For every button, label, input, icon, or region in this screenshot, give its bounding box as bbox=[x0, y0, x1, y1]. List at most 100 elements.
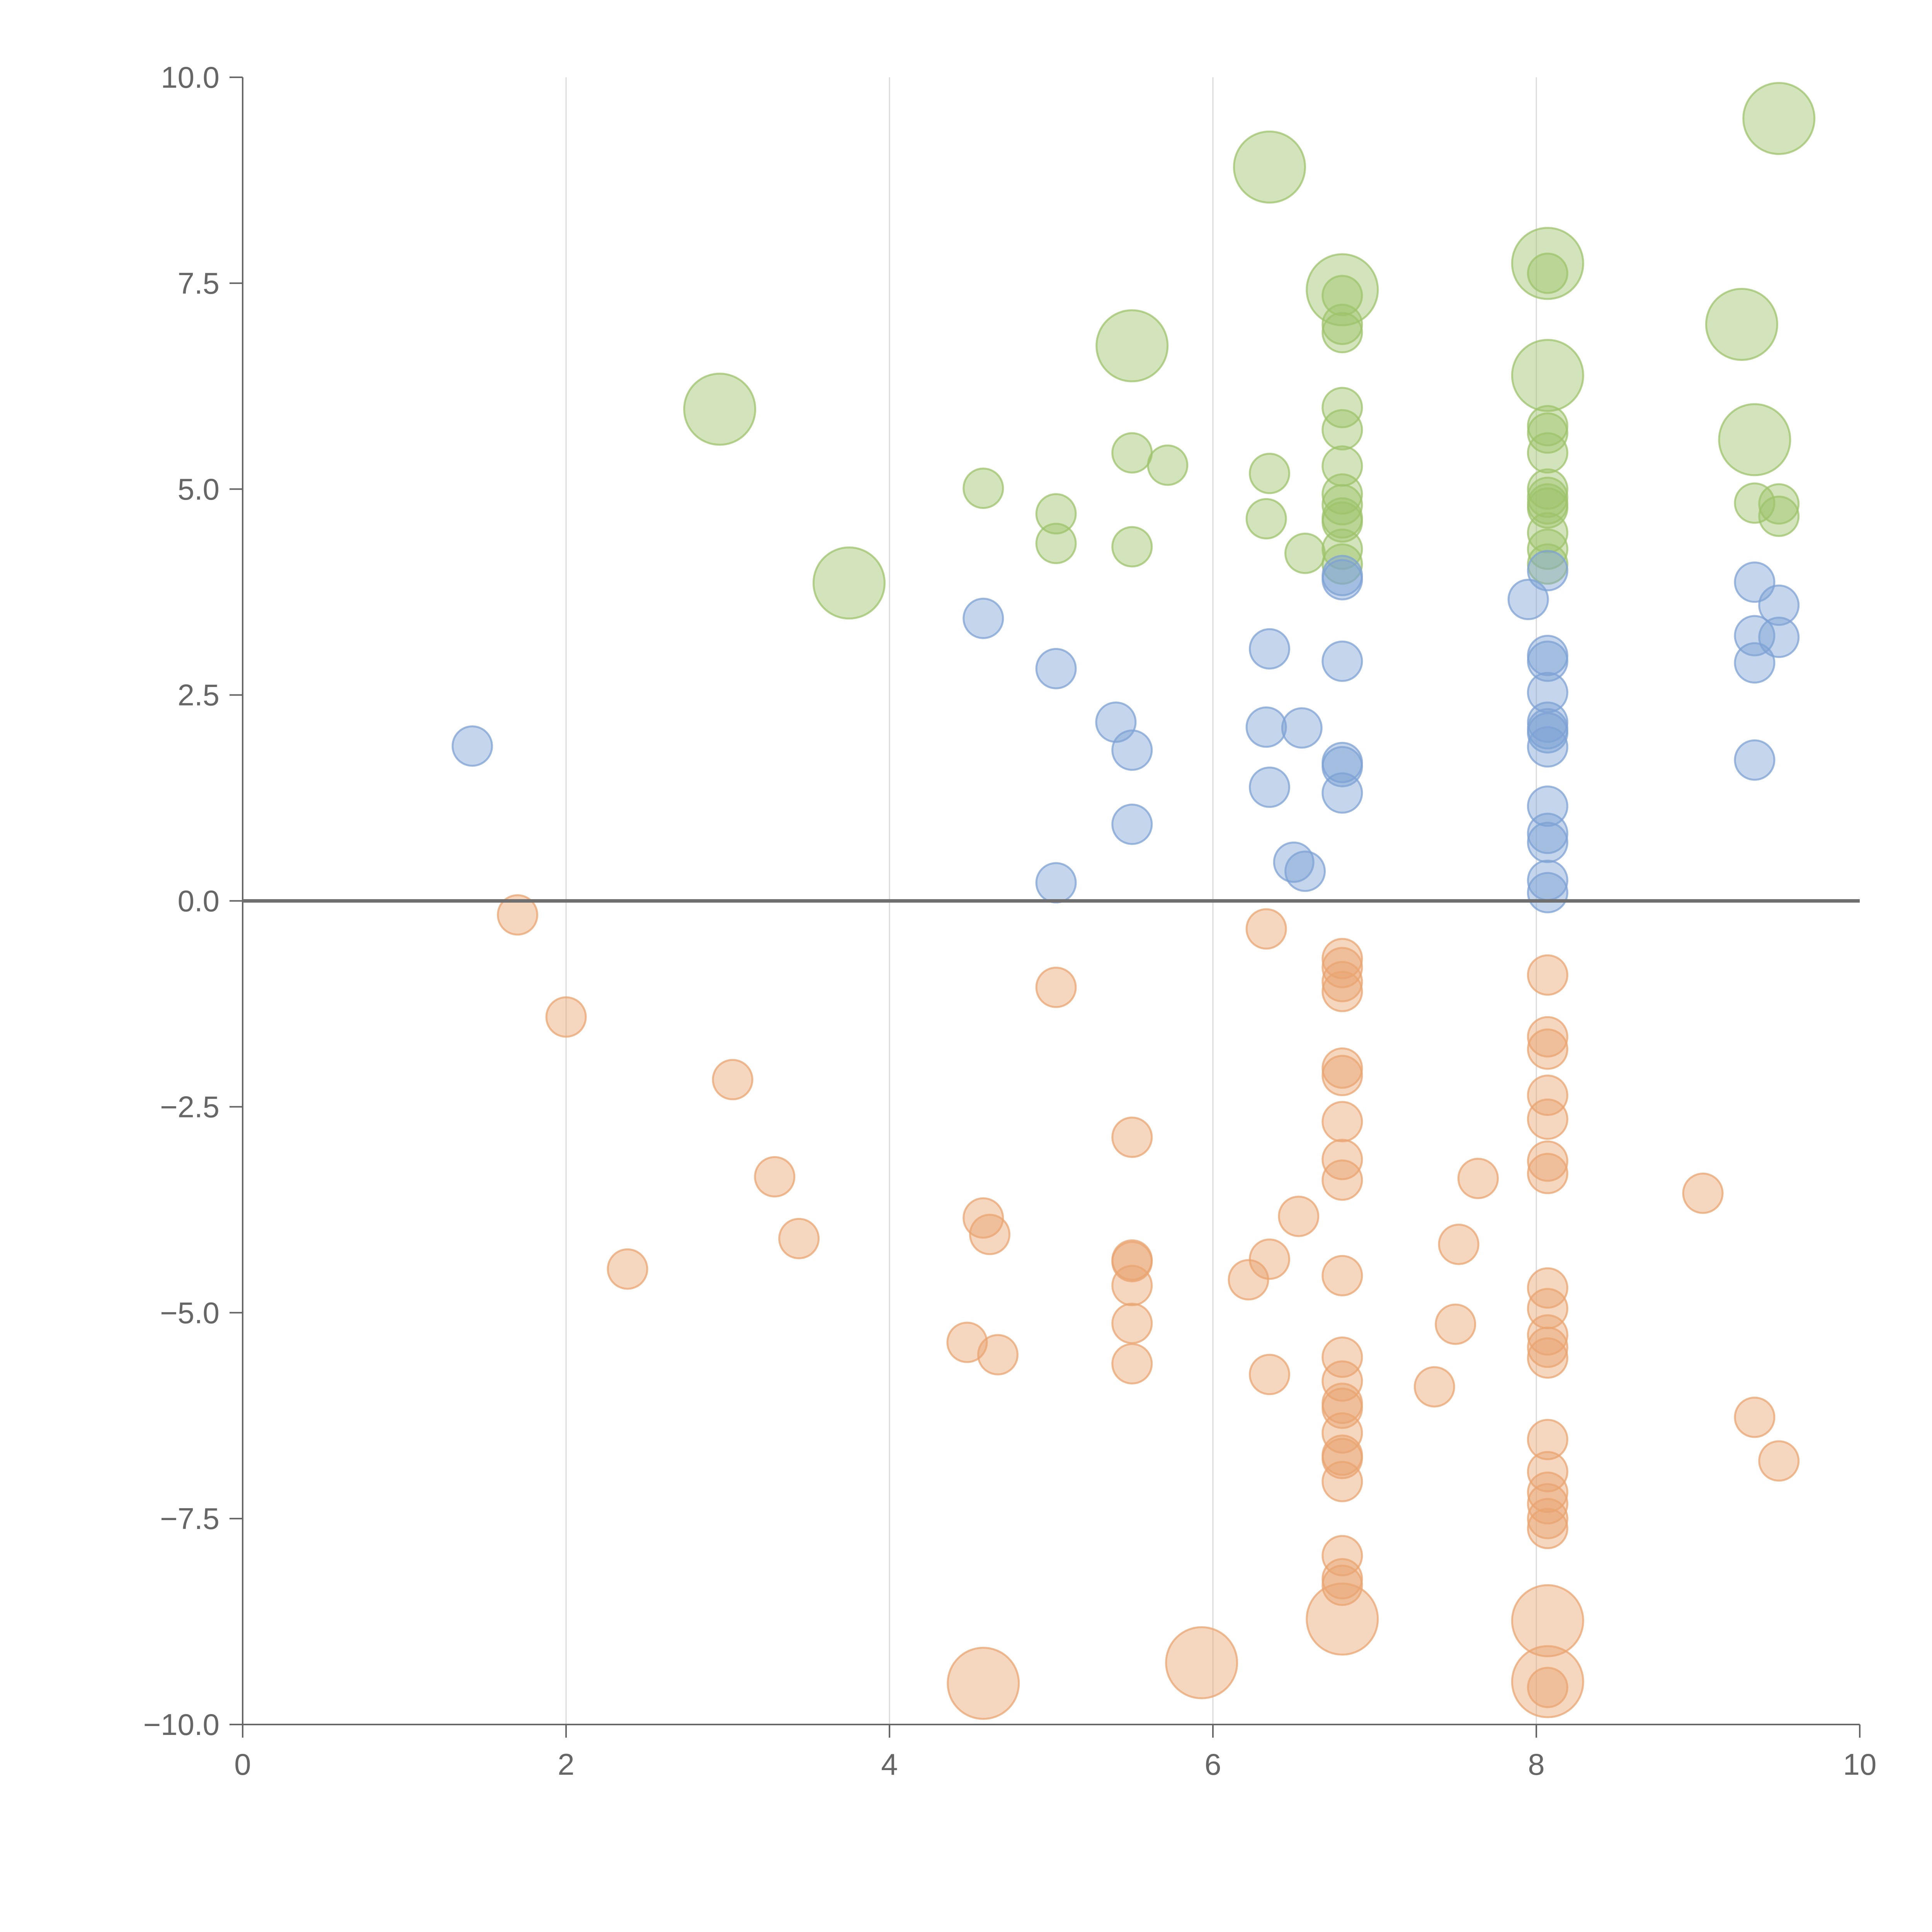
bubble-orange-61 bbox=[1527, 1337, 1568, 1379]
bubble-orange-1 bbox=[545, 996, 587, 1038]
bubble-blue-36 bbox=[1734, 739, 1776, 781]
bubble-orange-4 bbox=[754, 1156, 796, 1198]
bubble-green-8 bbox=[1718, 403, 1791, 476]
bubble-blue-22 bbox=[1527, 640, 1568, 682]
bubble-green-7 bbox=[1705, 287, 1778, 361]
bubble-orange-32 bbox=[1321, 1159, 1363, 1201]
bubble-green-40 bbox=[1527, 528, 1568, 570]
bubble-green-6 bbox=[1511, 339, 1584, 412]
bubble-blue-35 bbox=[1734, 642, 1776, 684]
bubble-blue-18 bbox=[1321, 772, 1363, 814]
bubble-orange-40 bbox=[1321, 1438, 1363, 1480]
bubble-blue-7 bbox=[1248, 628, 1290, 670]
bubble-green-16 bbox=[1248, 452, 1290, 494]
bubble-orange-0 bbox=[497, 894, 538, 936]
bubble-green-4 bbox=[1306, 253, 1379, 327]
bubble-orange-17 bbox=[1111, 1343, 1153, 1384]
axis-layer bbox=[230, 77, 1861, 1738]
bubble-blue-19 bbox=[1507, 578, 1549, 620]
bubble-blue-0 bbox=[451, 725, 493, 767]
bubble-orange-23 bbox=[1278, 1196, 1320, 1237]
bubble-blue-5 bbox=[1111, 803, 1153, 845]
bubble-green-44 bbox=[1758, 495, 1800, 537]
bubble-orange-14 bbox=[1111, 1241, 1153, 1282]
x-tick-label: 0 bbox=[234, 1747, 251, 1781]
bubble-green-11 bbox=[1035, 493, 1077, 535]
bubble-orange-71 bbox=[1682, 1172, 1724, 1214]
bubble-orange-22 bbox=[1248, 1354, 1290, 1395]
bubble-blue-37 bbox=[1758, 584, 1800, 626]
bubble-orange-29 bbox=[1321, 1054, 1363, 1096]
bubble-green-14 bbox=[1111, 526, 1153, 568]
bubble-orange-60 bbox=[1527, 1327, 1568, 1368]
y-tick-label: 5.0 bbox=[178, 472, 219, 506]
bubble-green-9 bbox=[1742, 82, 1816, 155]
bubble-orange-19 bbox=[1245, 908, 1287, 950]
bubble-orange-70 bbox=[1527, 1667, 1568, 1708]
bubble-green-31 bbox=[1527, 252, 1568, 294]
bubble-orange-24 bbox=[1321, 938, 1363, 980]
bubble-orange-10 bbox=[947, 1646, 1020, 1720]
bubble-blue-4 bbox=[1111, 729, 1153, 771]
bubble-orange-49 bbox=[1457, 1158, 1499, 1199]
bubble-blue-1 bbox=[963, 597, 1004, 639]
y-tick-label: −7.5 bbox=[160, 1502, 219, 1536]
bubble-orange-25 bbox=[1321, 947, 1363, 988]
bubble-orange-45 bbox=[1306, 1582, 1379, 1656]
x-tick-label: 2 bbox=[558, 1747, 574, 1781]
bubble-orange-56 bbox=[1527, 1153, 1568, 1194]
bubble-green-23 bbox=[1321, 409, 1363, 451]
bubble-orange-18 bbox=[1165, 1626, 1238, 1699]
bubble-green-2 bbox=[1095, 309, 1169, 383]
bubble-orange-6 bbox=[963, 1197, 1004, 1239]
bubble-orange-7 bbox=[969, 1214, 1010, 1255]
bubble-orange-72 bbox=[1734, 1396, 1776, 1438]
bubble-green-12 bbox=[1035, 522, 1077, 564]
bubble-blue-12 bbox=[1284, 850, 1326, 892]
bubble-blue-14 bbox=[1321, 559, 1363, 600]
x-tick-label: 8 bbox=[1528, 1747, 1544, 1781]
bubble-orange-8 bbox=[946, 1321, 988, 1363]
y-tick-label: 10.0 bbox=[161, 60, 219, 94]
bubble-green-0 bbox=[683, 372, 757, 446]
x-tick-label: 4 bbox=[881, 1747, 898, 1781]
bubble-orange-50 bbox=[1527, 954, 1568, 996]
bubble-blue-2 bbox=[1035, 648, 1077, 689]
bubble-orange-51 bbox=[1527, 1016, 1568, 1058]
bubble-orange-55 bbox=[1527, 1140, 1568, 1182]
bubble-orange-15 bbox=[1111, 1265, 1153, 1306]
bubble-blue-20 bbox=[1527, 550, 1568, 592]
bubble-layer bbox=[243, 82, 1860, 1720]
bubble-orange-46 bbox=[1413, 1366, 1455, 1408]
bubble-orange-37 bbox=[1321, 1388, 1363, 1429]
bubble-green-39 bbox=[1527, 512, 1568, 554]
bubble-orange-30 bbox=[1321, 1101, 1363, 1143]
bubble-blue-8 bbox=[1245, 706, 1287, 748]
x-tick-label: 10 bbox=[1843, 1747, 1877, 1781]
bubble-green-18 bbox=[1284, 532, 1326, 574]
bubble-orange-62 bbox=[1527, 1419, 1568, 1461]
bubble-orange-38 bbox=[1321, 1412, 1363, 1454]
bubble-orange-47 bbox=[1435, 1303, 1476, 1345]
y-tick-label: −2.5 bbox=[160, 1090, 219, 1124]
bubble-blue-10 bbox=[1248, 766, 1290, 808]
y-tick-label: 0.0 bbox=[178, 884, 219, 918]
tick-label-layer: 0 2 4 6 8 10 10.0 7.5 5.0 2.5 0.0 −2.5 −5.0 −7.5 −10.0 bbox=[143, 60, 1877, 1781]
bubble-blue-30 bbox=[1527, 821, 1568, 863]
bubble-orange-53 bbox=[1527, 1075, 1568, 1116]
bubble-blue-15 bbox=[1321, 640, 1363, 682]
bubble-blue-29 bbox=[1527, 813, 1568, 854]
bubble-orange-27 bbox=[1321, 971, 1363, 1012]
bubble-orange-73 bbox=[1758, 1440, 1800, 1482]
bubble-green-21 bbox=[1321, 312, 1363, 354]
bubble-orange-5 bbox=[778, 1218, 820, 1259]
bubble-orange-65 bbox=[1527, 1483, 1568, 1525]
bubble-green-13 bbox=[1111, 432, 1153, 474]
bubble-orange-44 bbox=[1321, 1565, 1363, 1606]
bubble-orange-48 bbox=[1438, 1223, 1480, 1265]
bubble-green-42 bbox=[1734, 482, 1776, 524]
bubble-green-19 bbox=[1321, 275, 1363, 316]
bubble-green-43 bbox=[1758, 483, 1800, 525]
